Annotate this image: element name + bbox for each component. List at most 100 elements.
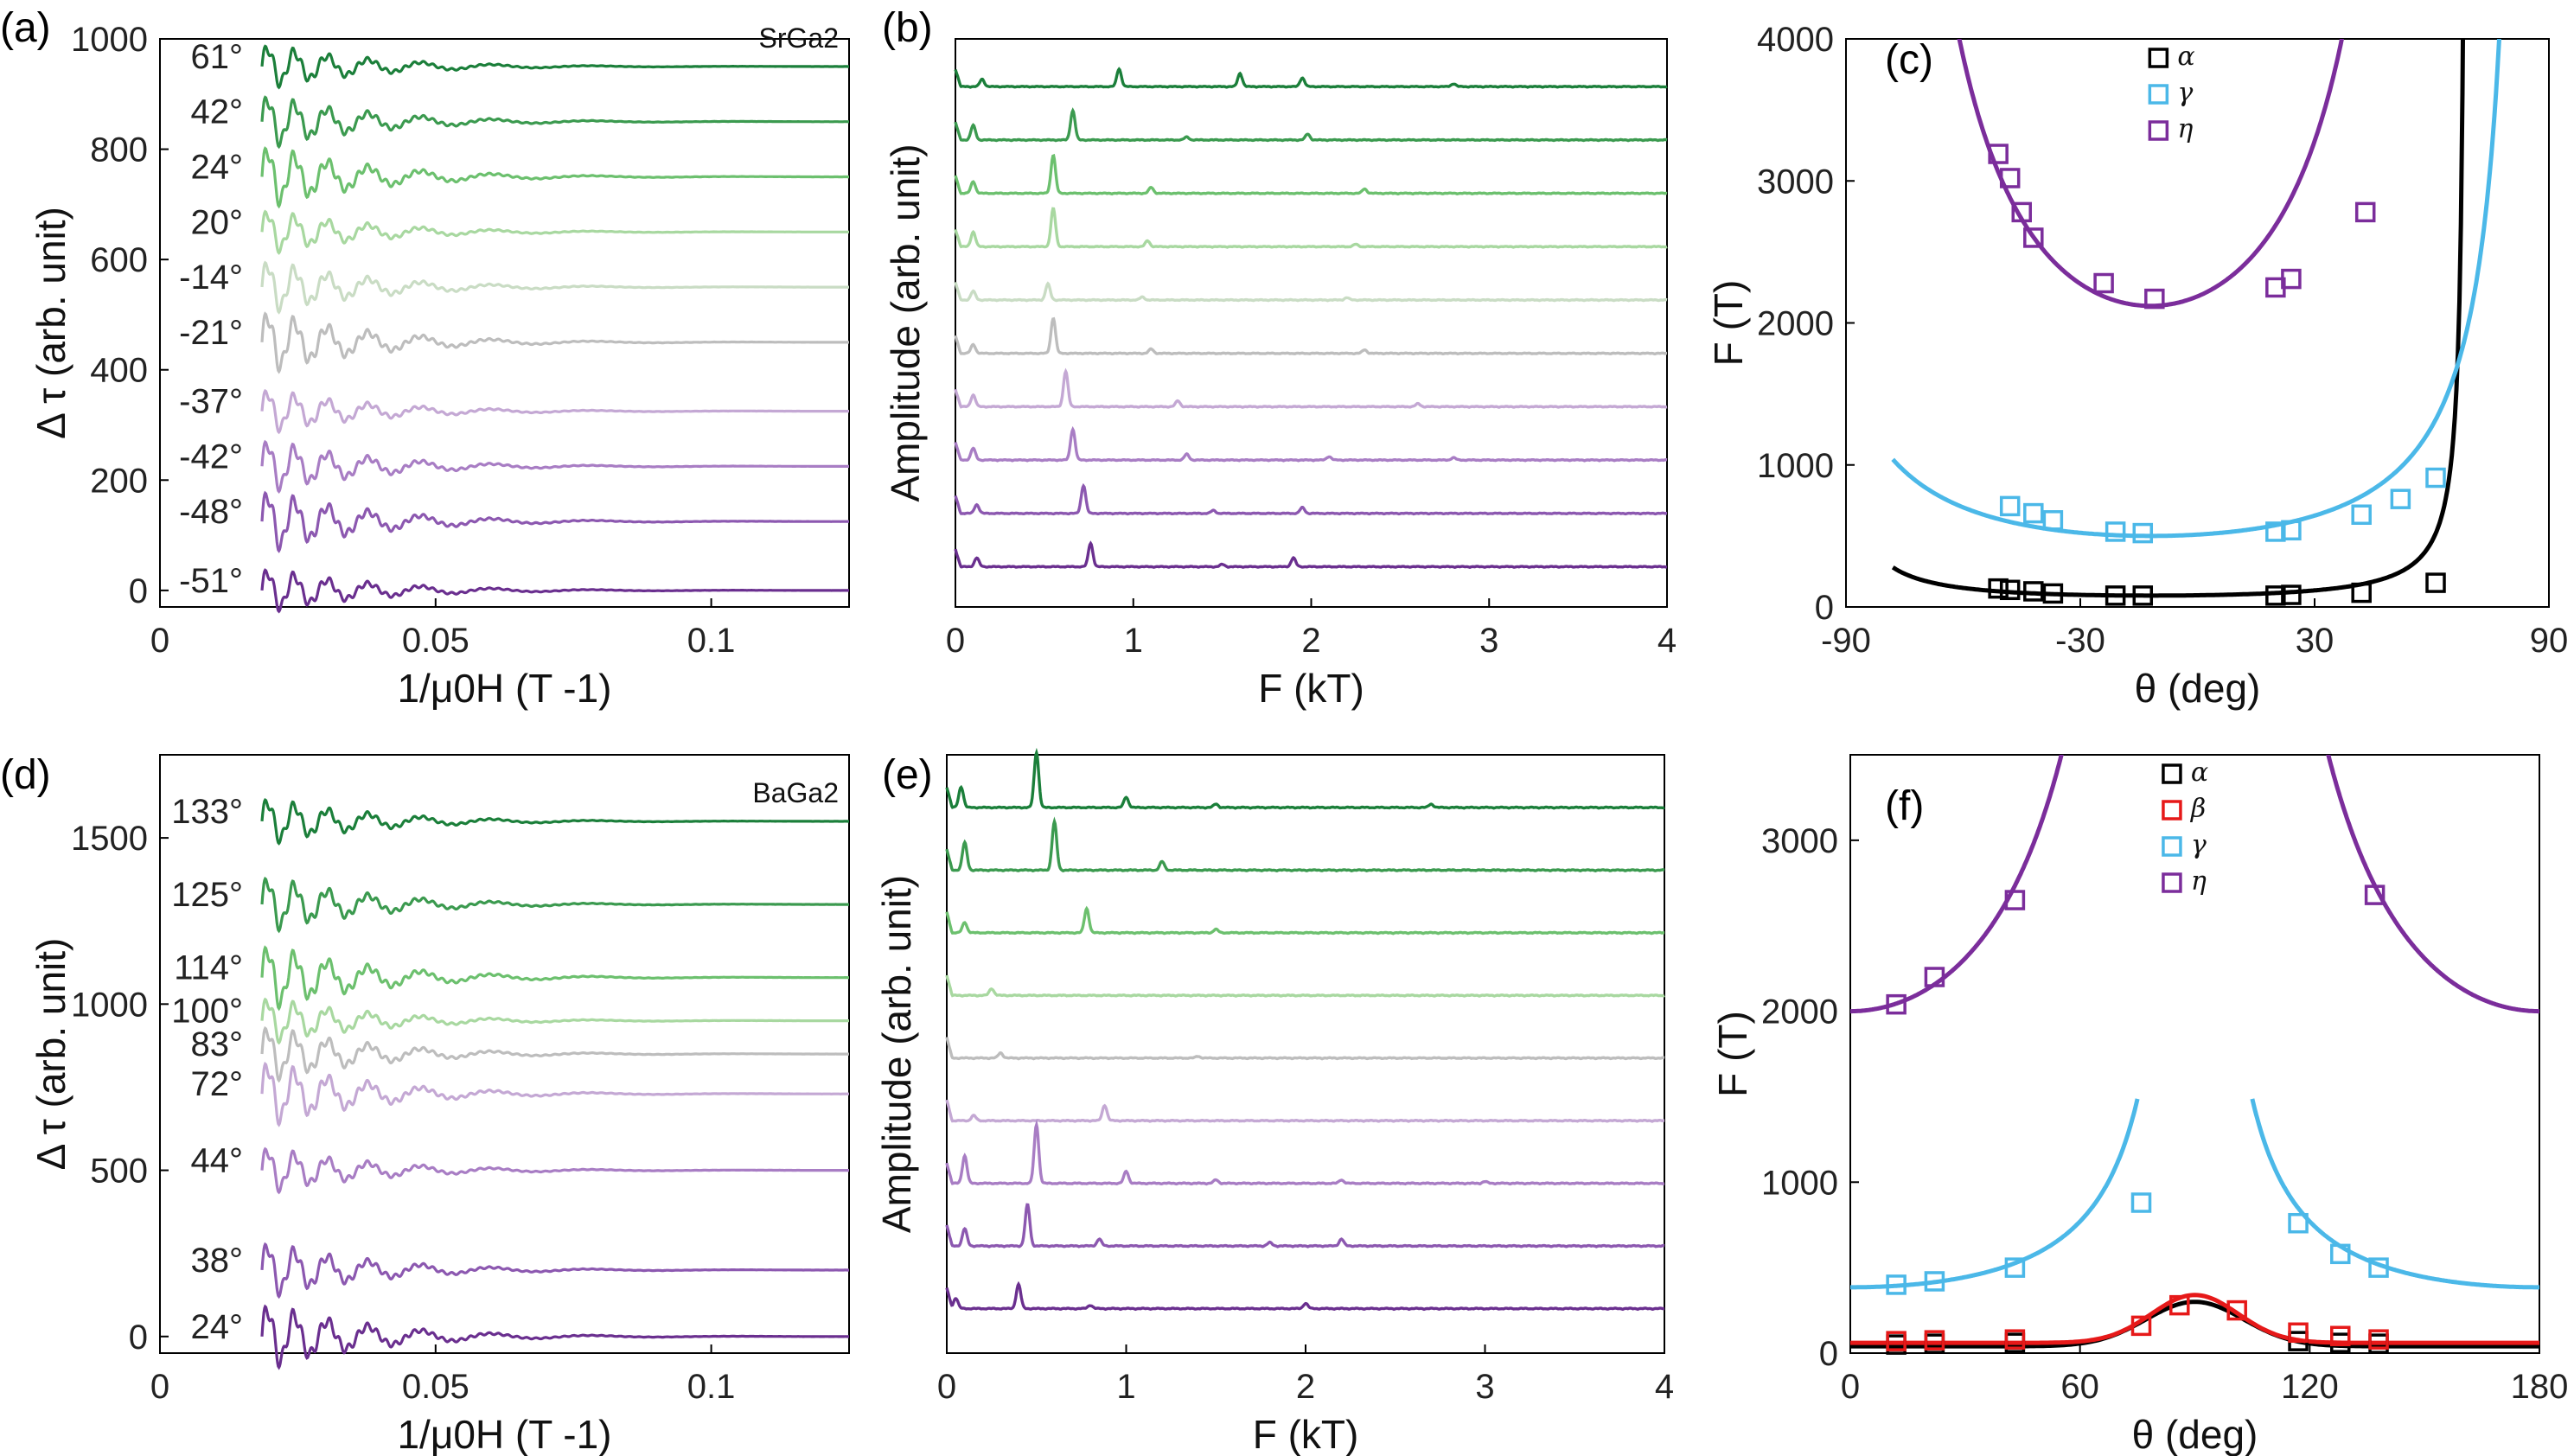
panel-c-legend-marker (2148, 84, 2169, 105)
panel-f-point (1886, 1331, 1907, 1351)
panel-d-xtick-label: 0.1 (687, 1368, 736, 1406)
panel-c-point (2425, 572, 2446, 593)
panel-c-point (2425, 467, 2446, 489)
panel-d-trace-9 (260, 1304, 849, 1370)
panel-b-xtick-label: 2 (1301, 622, 1320, 660)
panel-f-point (2004, 890, 2026, 910)
panel-e-axes-frame (946, 754, 1665, 1354)
panel-c-point (2093, 272, 2114, 294)
panel-b-xtick-label: 3 (1479, 622, 1498, 660)
panel-label-f: (f) (1885, 783, 1924, 829)
panel-e-xlabel: F (kT) (1253, 1412, 1359, 1456)
panel-f-xtick-label: 120 (2281, 1368, 2339, 1406)
panel-d-angle-label: 44° (190, 1142, 243, 1180)
panel-e-spectrum-5 (945, 1037, 1665, 1061)
panel-f-point (2364, 884, 2386, 905)
panel-b-axes-frame (955, 38, 1668, 608)
panel-b-fft-srga2: 0 1 2 3 4 F (kT) Amplitude (arb. unit) (883, 38, 1677, 711)
panel-e-xtick-label: 2 (1296, 1368, 1315, 1406)
panel-a-trace-4 (260, 209, 849, 255)
panel-c-point (2351, 582, 2372, 603)
panel-c-ytick-label: 3000 (1757, 163, 1834, 201)
panel-d-angle-label: 83° (190, 1025, 243, 1063)
panel-a-torque-srga2: 0 0.05 0.1 0 200 400 600 800 1000 1/μ0H (T -1) Δ τ… (29, 21, 850, 711)
panel-c-point (2351, 504, 2372, 525)
panel-a-angle-label: -48° (179, 493, 243, 531)
panel-f-point (2130, 1192, 2152, 1213)
panel-d-angle-label: 100° (171, 993, 243, 1031)
panel-c-point (2144, 288, 2165, 310)
panel-b-xlabel: F (kT) (1258, 666, 1364, 711)
panel-d-trace-4 (260, 997, 849, 1045)
panel-a-xtick-label: 0.05 (402, 622, 469, 660)
panel-c-point (2390, 489, 2411, 509)
panel-label-b: (b) (882, 5, 933, 51)
panel-a-angle-label: -37° (179, 383, 243, 421)
panel-a-xtick-label: 0.1 (687, 622, 736, 660)
panel-label-d: (d) (0, 752, 51, 798)
panel-a-ytick-label: 400 (90, 352, 148, 390)
panel-a-angle-label: 61° (190, 38, 243, 76)
panel-c-point (1999, 579, 2021, 601)
panel-f-legend-label: η (2191, 866, 2207, 897)
panel-a-ytick-label: 800 (90, 131, 148, 169)
panel-a-sample-label: SrGa2 (759, 22, 839, 54)
panel-a-trace-2 (260, 95, 849, 150)
panel-f-fit-beta (1850, 1293, 2539, 1345)
panel-d-ytick-label: 0 (129, 1319, 148, 1357)
panel-c-ytick-label: 1000 (1757, 447, 1834, 485)
panel-f-point (2330, 1243, 2351, 1265)
panel-d-ylabel: Δ τ (arb. unit) (29, 938, 73, 1171)
panel-f-point (2226, 1300, 2247, 1321)
panel-e-spectrum-6 (945, 1099, 1664, 1123)
panel-a-xlabel: 1/μ0H (T -1) (397, 666, 611, 711)
panel-f-point (1924, 1271, 1945, 1292)
panel-a-trace-8 (260, 439, 849, 494)
panel-d-angle-label: 125° (171, 876, 243, 914)
panel-c-frequency-angle-srga2: -90 -30 30 90 0 1000 2000 3000 4000 θ (deg) F (T) α… (1706, 21, 2568, 711)
panel-b-spectrum-8 (954, 425, 1668, 463)
panel-d-trace-2 (260, 876, 849, 934)
panel-f-point (2368, 1257, 2389, 1278)
panel-d-angle-label: 38° (190, 1242, 243, 1280)
panel-b-xtick-label: 4 (1657, 622, 1677, 660)
panel-f-xtick-label: 180 (2511, 1368, 2569, 1406)
panel-label-e: (e) (882, 752, 933, 798)
panel-c-xtick-label: 30 (2296, 622, 2334, 660)
panel-c-ylabel: F (T) (1706, 280, 1751, 367)
panel-a-angle-label: -14° (179, 259, 243, 297)
panel-f-ytick-label: 0 (1819, 1335, 1838, 1373)
panel-c-point (1988, 144, 2009, 164)
panel-e-xtick-label: 3 (1475, 1368, 1494, 1406)
panel-d-trace-5 (260, 1025, 849, 1083)
panel-f-fit-eta-right (2326, 755, 2539, 1014)
panel-c-legend-label: α (2177, 42, 2194, 72)
panel-f-point (2004, 1257, 2026, 1278)
panel-c-xtick-label: -90 (1821, 622, 1871, 660)
panel-b-spectrum-3 (954, 153, 1668, 196)
panel-d-trace-7 (260, 1146, 849, 1195)
panel-c-legend-label: γ (2177, 78, 2193, 108)
panel-c-ytick-label: 0 (1815, 589, 1834, 627)
panel-c-point (2354, 201, 2376, 223)
panel-c-point (2265, 585, 2286, 606)
panel-e-fft-baga2: 0 1 2 3 4 F (kT) Amplitude (arb. unit) (874, 747, 1674, 1456)
panel-a-trace-5 (260, 260, 849, 315)
panel-e-spectrum-1 (945, 747, 1665, 810)
panel-f-point (2130, 1315, 2152, 1337)
panel-d-xtick-label: 0.05 (402, 1368, 469, 1406)
panel-a-trace-6 (260, 311, 849, 374)
panel-d-angle-label: 24° (190, 1308, 243, 1346)
panel-a-trace-10 (260, 568, 849, 614)
panel-b-spectrum-9 (954, 482, 1667, 516)
panel-c-point (1988, 578, 2009, 599)
panel-e-spectrum-7 (945, 1119, 1665, 1186)
panel-f-xtick-label: 0 (1841, 1368, 1860, 1406)
panel-c-point (2042, 583, 2064, 604)
panel-a-angle-label: 20° (190, 203, 243, 241)
panel-f-axes-frame (1849, 754, 2540, 1354)
panel-c-legend-marker (2148, 48, 2169, 68)
panel-e-spectrum-9 (945, 1280, 1665, 1312)
panel-a-trace-9 (260, 490, 849, 553)
